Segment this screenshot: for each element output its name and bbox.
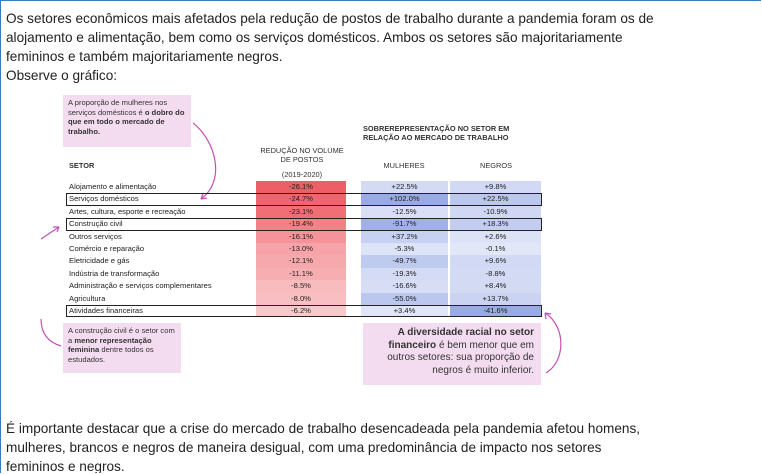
callout-bold: menor representação feminina bbox=[68, 335, 152, 355]
callout-text: A construção civil é o setor com a bbox=[68, 326, 175, 345]
sector-name: Atividades financeiras bbox=[69, 306, 143, 315]
text-line: mulheres, brancos e negros de maneira de… bbox=[6, 440, 602, 455]
header-women: MULHERES bbox=[383, 161, 425, 170]
reduction-cell: -11.1% bbox=[256, 267, 346, 281]
callout-bold: o dobro do que em todo o mercado de trab… bbox=[68, 107, 185, 136]
callout-finance: A diversidade racial no setor financeiro… bbox=[363, 323, 541, 385]
text-line: alojamento e alimentação, bem como os se… bbox=[6, 30, 623, 45]
header-period: (2019-2020) bbox=[281, 170, 323, 179]
callout-text: é bem menor que em outros setores: sua p… bbox=[387, 339, 534, 376]
row-highlight bbox=[66, 218, 542, 231]
sector-name: Eletricidade e gás bbox=[69, 256, 130, 266]
text-line: É importante destacar que a crise do mer… bbox=[6, 421, 641, 436]
reduction-cell: -26.1% bbox=[256, 181, 346, 194]
black-cell: +18.3% bbox=[450, 218, 541, 231]
sector-name: Indústria de transformação bbox=[69, 268, 160, 278]
figure: A proporção de mulheres nos serviços dom… bbox=[1, 1, 761, 401]
text-line: Os setores econômicos mais afetados pela… bbox=[6, 11, 654, 26]
reduction-cell: -8.5% bbox=[256, 280, 346, 293]
women-cell: -55.0% bbox=[361, 292, 448, 305]
black-cell: +2.6% bbox=[450, 230, 541, 243]
sector-name: Comércio e reparação bbox=[69, 244, 145, 253]
women-cell: -12.5% bbox=[361, 205, 448, 219]
sector-name: Construção civil bbox=[69, 219, 123, 229]
black-cell: -0.1% bbox=[450, 243, 541, 256]
conclusion-paragraph: É importante destacar que a crise do mer… bbox=[6, 419, 640, 473]
text-line: femininos e também majoritariamente negr… bbox=[6, 49, 283, 64]
reduction-cell: -23.1% bbox=[256, 205, 346, 219]
callout-domestic: A proporção de mulheres nos serviços dom… bbox=[63, 95, 191, 147]
row-highlight bbox=[66, 305, 542, 318]
header-black: NEGROS bbox=[479, 161, 513, 170]
intro-paragraph: Os setores econômicos mais afetados pela… bbox=[6, 9, 654, 85]
text-line: femininos e negros. bbox=[6, 459, 125, 473]
women-cell: +102.0% bbox=[361, 193, 448, 206]
reduction-cell: -6.2% bbox=[256, 305, 346, 318]
women-cell: -16.6% bbox=[361, 280, 448, 293]
women-cell: +3.4% bbox=[361, 305, 448, 318]
black-cell: -8.8% bbox=[450, 267, 541, 281]
text-line: Observe o gráfico: bbox=[6, 68, 118, 83]
callout-construction: A construção civil é o setor com a menor… bbox=[63, 323, 181, 373]
women-cell: -91.7% bbox=[361, 218, 448, 231]
reduction-cell: -24.7% bbox=[256, 193, 346, 206]
women-cell: +22.5% bbox=[361, 181, 448, 194]
sector-name: Administração e serviços complementares bbox=[69, 281, 212, 291]
black-cell: -41.6% bbox=[450, 305, 541, 318]
sector-name: Serviços domésticos bbox=[69, 194, 139, 204]
black-cell: +13.7% bbox=[450, 292, 541, 305]
black-cell: +22.5% bbox=[450, 193, 541, 206]
callout-text: dentre todos os estudados. bbox=[68, 345, 154, 364]
black-cell: +9.8% bbox=[450, 181, 541, 194]
sector-name: Agricultura bbox=[69, 293, 106, 303]
sector-name: Alojamento e alimentação bbox=[69, 182, 157, 191]
reduction-cell: -16.1% bbox=[256, 230, 346, 243]
black-cell: -10.9% bbox=[450, 205, 541, 219]
row-highlight bbox=[66, 193, 542, 206]
reduction-cell: -12.1% bbox=[256, 255, 346, 268]
callout-bold: A diversidade racial no setor financeiro bbox=[388, 327, 534, 351]
header-reduction: REDUÇÃO NO VOLUME DE POSTOS bbox=[260, 146, 344, 164]
header-overrep: SOBREREPRESENTAÇÃO NO SETOR EM RELAÇÃO A… bbox=[363, 124, 510, 142]
reduction-cell: -8.0% bbox=[256, 292, 346, 305]
women-cell: -5.3% bbox=[361, 243, 448, 256]
sector-name: Outros serviços bbox=[69, 231, 122, 241]
reduction-cell: -13.0% bbox=[256, 243, 346, 256]
callout-text: A proporção de mulheres nos serviços dom… bbox=[68, 98, 168, 117]
women-cell: +37.2% bbox=[361, 230, 448, 243]
women-cell: -19.3% bbox=[361, 267, 448, 281]
black-cell: +8.4% bbox=[450, 280, 541, 293]
sector-name: Artes, cultura, esporte e recreação bbox=[69, 206, 186, 216]
black-cell: +9.6% bbox=[450, 255, 541, 268]
header-sector: SETOR bbox=[69, 161, 95, 170]
reduction-cell: -19.4% bbox=[256, 218, 346, 231]
women-cell: -49.7% bbox=[361, 255, 448, 268]
